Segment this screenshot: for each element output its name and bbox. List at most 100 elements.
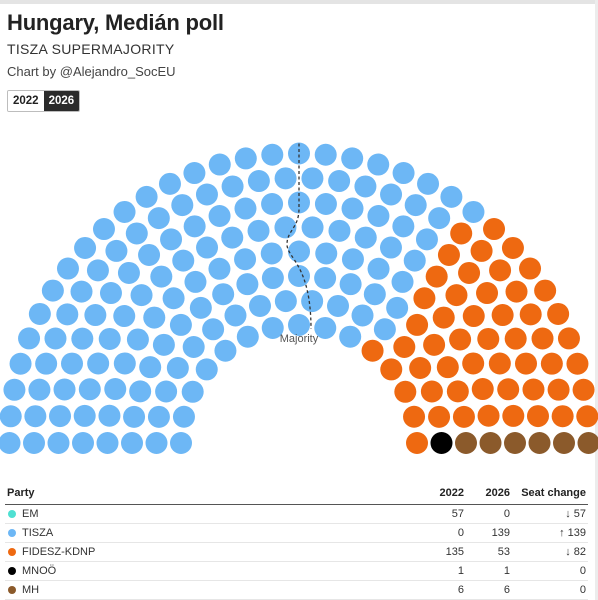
seat-tisza <box>208 153 231 176</box>
seat-fidesz-kdnp <box>540 352 563 375</box>
seat-tisza <box>138 243 161 266</box>
seat-tisza <box>208 257 231 280</box>
seat-tisza <box>354 226 377 249</box>
seat-tisza <box>208 205 231 227</box>
year-toggle-2022[interactable]: 2022 <box>8 91 44 111</box>
seat-fidesz-kdnp <box>547 302 570 325</box>
seats-2022: 0 <box>412 523 466 543</box>
seat-tisza <box>249 294 271 317</box>
header-seat-change: Seat change <box>512 484 588 505</box>
seat-tisza <box>379 236 402 259</box>
seat-tisza <box>150 265 173 288</box>
seat-fidesz-kdnp <box>445 284 468 307</box>
seat-mh <box>479 432 502 454</box>
seat-tisza <box>87 352 110 375</box>
seat-tisza <box>181 380 204 403</box>
seat-tisza <box>288 191 310 214</box>
seat-mh <box>553 432 575 454</box>
seat-fidesz-kdnp <box>394 380 417 403</box>
header-2022: 2022 <box>412 484 466 505</box>
seat-mh <box>455 432 477 454</box>
seat-tisza <box>0 432 21 454</box>
parliament-chart: Majority <box>0 142 598 454</box>
seat-tisza <box>367 153 390 176</box>
seat-tisza <box>135 185 158 208</box>
seat-tisza <box>315 242 338 265</box>
seat-tisza <box>261 193 284 216</box>
seat-change-value: 0 <box>579 584 586 596</box>
seat-tisza <box>104 378 127 401</box>
seat-tisza <box>196 236 219 259</box>
seat-tisza <box>9 352 32 375</box>
seat-tisza <box>28 302 51 325</box>
seat-tisza <box>71 327 94 350</box>
seat-tisza <box>147 405 170 428</box>
party-cell: EM <box>5 504 412 524</box>
chart-credit: Chart by @Alejandro_SocEU <box>7 64 176 79</box>
seat-change: ↓ 57 <box>512 504 588 524</box>
seat-tisza <box>327 294 349 317</box>
seat-tisza <box>35 352 58 375</box>
party-name: TISZA <box>22 527 54 539</box>
seat-tisza <box>341 248 364 271</box>
seat-tisza <box>160 228 183 251</box>
seat-table: Party 2022 2026 Seat change EM 57 0 ↓ 57 TIS… <box>5 484 588 600</box>
seat-fidesz-kdnp <box>526 405 549 428</box>
seat-tisza <box>351 304 374 327</box>
seat-fidesz-kdnp <box>515 352 537 375</box>
seat-tisza <box>195 183 218 206</box>
seat-tisza <box>113 200 136 223</box>
majority-line <box>286 143 312 330</box>
seat-fidesz-kdnp <box>483 218 506 241</box>
seat-fidesz-kdnp <box>488 352 511 375</box>
seat-fidesz-kdnp <box>432 306 455 329</box>
seat-tisza <box>145 432 168 454</box>
seats-2022: 135 <box>412 542 466 562</box>
seat-fidesz-kdnp <box>557 327 580 350</box>
seat-change: ↑ 139 <box>512 523 588 543</box>
seat-tisza <box>274 290 297 313</box>
seat-tisza <box>363 283 386 306</box>
seat-tisza <box>139 356 162 379</box>
seat-fidesz-kdnp <box>519 257 542 280</box>
chart-title: Hungary, Medián poll <box>7 10 224 35</box>
seat-tisza <box>212 283 235 306</box>
seat-change: 0 <box>512 580 588 600</box>
seat-fidesz-kdnp <box>436 356 459 379</box>
table-header-row: Party 2022 2026 Seat change <box>5 484 588 505</box>
seat-tisza <box>18 327 41 350</box>
seat-tisza <box>152 333 175 356</box>
seat-tisza <box>417 172 440 195</box>
seat-tisza <box>339 273 362 296</box>
seats-2022: 1 <box>412 561 466 581</box>
seat-tisza <box>236 325 259 348</box>
seat-fidesz-kdnp <box>409 356 432 379</box>
seat-change-value: 139 <box>567 527 586 539</box>
seat-tisza <box>380 183 403 206</box>
seat-tisza <box>202 318 225 341</box>
seats-layer <box>0 142 598 454</box>
seat-fidesz-kdnp <box>406 432 428 454</box>
seat-tisza <box>113 305 136 328</box>
seat-change-arrow: ↑ <box>559 527 565 539</box>
seat-fidesz-kdnp <box>428 405 451 428</box>
seat-tisza <box>354 175 377 198</box>
seat-fidesz-kdnp <box>477 327 500 350</box>
seat-tisza <box>221 175 244 198</box>
seats-2026: 139 <box>466 523 512 543</box>
seat-change: ↓ 82 <box>512 542 588 562</box>
seat-tisza <box>428 207 451 230</box>
seat-mh <box>577 432 598 454</box>
party-name: MNOÖ <box>22 565 57 577</box>
seat-tisza <box>392 215 415 238</box>
chart-subtitle: TISZA SUPERMAJORITY <box>7 41 175 57</box>
seat-fidesz-kdnp <box>393 336 416 358</box>
seat-tisza <box>130 284 153 307</box>
seats-2026: 53 <box>466 542 512 562</box>
seat-fidesz-kdnp <box>505 280 528 303</box>
year-toggle-2026[interactable]: 2026 <box>43 91 80 111</box>
seat-tisza <box>172 249 195 272</box>
seat-tisza <box>328 170 351 193</box>
seat-fidesz-kdnp <box>471 378 494 401</box>
seat-fidesz-kdnp <box>403 405 426 428</box>
